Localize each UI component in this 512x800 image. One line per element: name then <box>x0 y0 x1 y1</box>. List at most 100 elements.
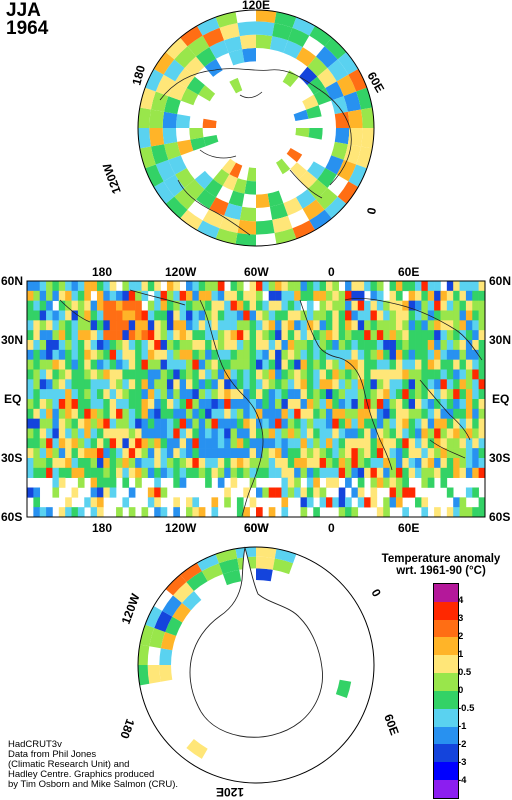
anomaly-cell <box>141 507 149 518</box>
anomaly-cell <box>256 556 275 570</box>
anomaly-cell <box>230 408 238 419</box>
anomaly-cell <box>427 428 435 439</box>
anomaly-cell <box>211 281 219 292</box>
axis-label: 0 <box>328 265 335 279</box>
anomaly-cell <box>135 458 142 469</box>
anomaly-cell <box>186 369 193 380</box>
anomaly-cell <box>84 379 91 390</box>
anomaly-cell <box>313 379 320 390</box>
axis-label: EQ <box>492 392 509 406</box>
anomaly-cell <box>230 477 238 488</box>
anomaly-cell <box>306 428 314 439</box>
anomaly-cell <box>166 389 174 400</box>
anomaly-cell <box>283 40 303 59</box>
anomaly-cell <box>395 369 403 380</box>
anomaly-cell <box>217 330 225 341</box>
anomaly-cell <box>364 359 371 370</box>
anomaly-cell <box>345 340 352 351</box>
anomaly-cell <box>281 340 289 351</box>
anomaly-cell <box>408 458 416 469</box>
anomaly-cell <box>65 408 72 419</box>
anomaly-cell <box>376 418 384 429</box>
anomaly-cell <box>249 349 257 360</box>
anomaly-cell <box>364 340 371 351</box>
anomaly-cell <box>465 369 473 380</box>
anomaly-cell <box>395 408 403 419</box>
anomaly-cell <box>196 189 216 209</box>
anomaly-cell <box>209 197 229 216</box>
anomaly-cell <box>243 389 250 400</box>
anomaly-cell <box>364 310 371 321</box>
anomaly-cell <box>332 300 339 311</box>
anomaly-cell <box>33 349 41 360</box>
anomaly-cell <box>421 418 429 429</box>
anomaly-cell <box>192 379 200 390</box>
anomaly-cell <box>96 477 104 488</box>
anomaly-cell <box>160 369 168 380</box>
anomaly-cell <box>65 340 72 351</box>
anomaly-cell <box>46 310 53 321</box>
anomaly-cell <box>211 438 219 449</box>
anomaly-cell <box>122 281 130 292</box>
legend-tick-label: 3 <box>458 613 464 624</box>
anomaly-cell <box>275 300 282 311</box>
anomaly-cell <box>39 467 47 478</box>
anomaly-cell <box>84 399 91 410</box>
anomaly-cell <box>434 389 441 400</box>
anomaly-cell <box>77 349 85 360</box>
anomaly-cell <box>141 320 149 331</box>
anomaly-cell <box>402 300 409 311</box>
anomaly-cell <box>213 168 230 186</box>
anomaly-cell <box>268 399 276 410</box>
anomaly-cell <box>243 467 250 478</box>
anomaly-cell <box>376 359 384 370</box>
anomaly-cell <box>268 379 276 390</box>
anomaly-cell <box>415 379 422 390</box>
anomaly-cell <box>370 369 378 380</box>
anomaly-cell <box>84 467 91 478</box>
anomaly-cell <box>116 467 123 478</box>
anomaly-cell <box>256 507 263 518</box>
anomaly-cell <box>332 418 339 429</box>
anomaly-cell <box>27 428 34 439</box>
anomaly-cell <box>39 349 47 360</box>
anomaly-cell <box>345 428 352 439</box>
anomaly-cell <box>294 330 301 341</box>
anomaly-cell <box>230 281 238 292</box>
anomaly-cell <box>65 330 72 341</box>
anomaly-cell <box>459 379 467 390</box>
anomaly-cell <box>186 389 193 400</box>
anomaly-cell <box>222 174 238 191</box>
anomaly-cell <box>408 290 416 301</box>
anomaly-cell <box>243 408 250 419</box>
anomaly-cell <box>302 199 325 221</box>
anomaly-cell <box>135 330 142 341</box>
anomaly-cell <box>236 349 244 360</box>
anomaly-cell <box>325 418 333 429</box>
anomaly-cell <box>90 369 98 380</box>
anomaly-cell <box>173 340 180 351</box>
anomaly-cell <box>128 408 136 419</box>
anomaly-cell <box>319 408 327 419</box>
anomaly-cell <box>395 300 403 311</box>
legend-swatch <box>434 690 458 709</box>
anomaly-cell <box>402 369 409 380</box>
anomaly-cell <box>217 408 225 419</box>
anomaly-cell <box>395 349 403 360</box>
anomaly-cell <box>383 300 390 311</box>
anomaly-cell <box>160 349 168 360</box>
anomaly-cell <box>46 507 53 518</box>
anomaly-cell <box>332 389 339 400</box>
anomaly-cell <box>306 408 314 419</box>
anomaly-cell <box>256 281 263 292</box>
anomaly-cell <box>408 310 416 321</box>
anomaly-cell <box>84 408 91 419</box>
anomaly-cell <box>39 290 47 301</box>
anomaly-cell <box>90 448 98 459</box>
anomaly-cell <box>370 458 378 469</box>
anomaly-cell <box>211 349 219 360</box>
anomaly-cell <box>128 458 136 469</box>
anomaly-cell <box>243 487 250 498</box>
anomaly-cell <box>58 428 66 439</box>
anomaly-cell <box>141 458 149 469</box>
